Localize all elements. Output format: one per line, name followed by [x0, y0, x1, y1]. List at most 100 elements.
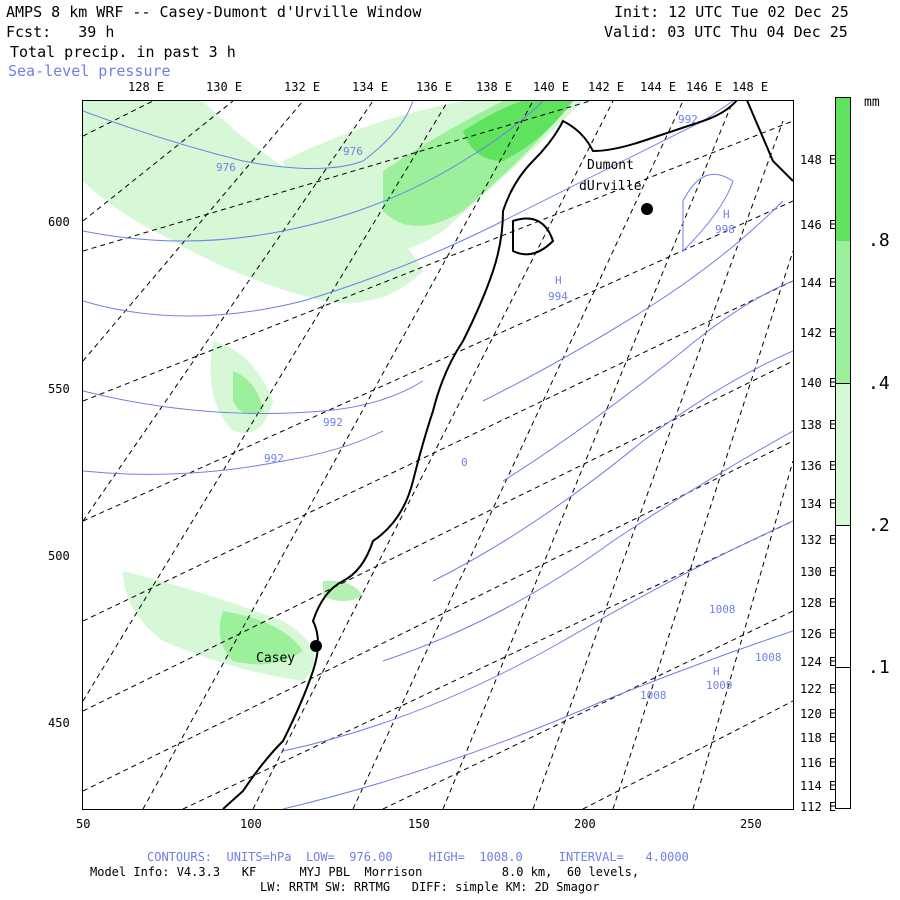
- contour-info: CONTOURS: UNITS=hPa LOW= 976.00 HIGH= 10…: [147, 850, 689, 864]
- left-tick-label: 600: [48, 215, 70, 229]
- right-lon-label: 136 E: [800, 459, 837, 473]
- forecast-hour: Fcst: 39 h: [6, 23, 115, 41]
- lon-line: [442, 101, 734, 809]
- colorbar-segment-heavy: [836, 98, 850, 241]
- isobar: [682, 173, 734, 253]
- casey-marker[interactable]: [310, 640, 322, 652]
- top-lon-label: 138 E: [476, 80, 513, 94]
- right-lon-label: 142 E: [800, 326, 837, 340]
- precip-area-light: [83, 101, 423, 303]
- right-lon-label: 144 E: [800, 276, 837, 290]
- isobar: [83, 101, 544, 242]
- lon-line: [83, 101, 374, 522]
- top-lon-label: 128 E: [128, 80, 165, 94]
- right-lon-label: 134 E: [800, 497, 837, 511]
- right-lon-label: 124 E: [800, 655, 837, 669]
- overlay-name: Sea-level pressure: [8, 62, 171, 80]
- colorbar: [835, 97, 851, 809]
- bottom-tick-label: 50: [76, 817, 91, 831]
- lat-line: [582, 700, 793, 809]
- isobar: [282, 630, 793, 809]
- contour-label: 994: [548, 290, 568, 303]
- contour-label: 976: [343, 145, 363, 158]
- coastline-island: [512, 217, 555, 256]
- contour-label: 1008: [709, 603, 736, 616]
- contour-label: 0: [461, 456, 468, 469]
- lat-line: [83, 280, 793, 622]
- right-lon-label: 116 E: [800, 756, 837, 770]
- lat-line: [182, 520, 793, 809]
- lon-line: [532, 120, 784, 809]
- top-lon-label: 132 E: [284, 80, 321, 94]
- top-lon-label: 136 E: [416, 80, 453, 94]
- isobar: [83, 380, 424, 414]
- right-lon-label: 148 E: [800, 153, 837, 167]
- high-marker: H: [713, 665, 720, 678]
- dumont-label-line1: Dumont: [587, 158, 634, 173]
- isobar: [83, 101, 414, 169]
- contour-label: 1008: [755, 651, 782, 664]
- contour-label: 1008: [640, 689, 667, 702]
- lat-line: [83, 440, 793, 792]
- top-lon-label: 148 E: [732, 80, 769, 94]
- plot-title: AMPS 8 km WRF -- Casey-Dumont d'Urville …: [6, 3, 422, 21]
- right-lon-label: 138 E: [800, 418, 837, 432]
- lat-line: [83, 360, 793, 712]
- lon-line: [83, 101, 449, 702]
- colorbar-label: .4: [868, 373, 890, 394]
- colorbar-segment-medium: [836, 241, 850, 383]
- colorbar-unit: mm: [864, 95, 880, 110]
- top-lon-label: 146 E: [686, 80, 723, 94]
- precip-area-heavy: [463, 101, 573, 161]
- precip-area-medium: [219, 611, 303, 665]
- lat-line: [382, 610, 793, 809]
- precip-area-medium: [233, 371, 263, 415]
- contour-label: 992: [678, 113, 698, 126]
- right-lon-label: 132 E: [800, 533, 837, 547]
- isobar: [482, 200, 784, 402]
- left-tick-label: 450: [48, 716, 70, 730]
- high-marker: H: [555, 274, 562, 287]
- right-lon-label: 114 E: [800, 779, 837, 793]
- colorbar-label: .2: [868, 515, 890, 536]
- slp-contours: [83, 101, 793, 809]
- right-lon-label: 112 E: [800, 800, 837, 814]
- left-tick-label: 500: [48, 549, 70, 563]
- contour-label: 992: [323, 416, 343, 429]
- lat-line: [83, 101, 592, 252]
- bottom-tick-label: 250: [740, 817, 762, 831]
- graticule: [83, 101, 793, 809]
- dumont-durville-marker[interactable]: [641, 203, 653, 215]
- lon-line: [352, 101, 684, 809]
- high-marker: H: [723, 208, 730, 221]
- isobar: [83, 430, 384, 475]
- top-lon-label: 134 E: [352, 80, 389, 94]
- lon-line: [252, 101, 614, 809]
- map-canvas: [83, 101, 793, 809]
- colorbar-segment-none: [836, 667, 850, 808]
- top-lon-label: 144 E: [640, 80, 677, 94]
- contour-label: 998: [715, 223, 735, 236]
- init-time: Init: 12 UTC Tue 02 Dec 25: [614, 3, 849, 21]
- bottom-tick-label: 100: [240, 817, 262, 831]
- lat-line: [83, 200, 793, 522]
- physics-info: LW: RRTM SW: RRTMG DIFF: simple KM: 2D S…: [260, 880, 600, 894]
- precip-area-light: [323, 580, 363, 601]
- contour-label: 976: [216, 161, 236, 174]
- colorbar-segment-lighter: [836, 525, 850, 667]
- top-lon-label: 140 E: [533, 80, 570, 94]
- colorbar-segment-light: [836, 383, 850, 525]
- right-lon-label: 122 E: [800, 682, 837, 696]
- map-plot-area: Dumont dUrville Casey 992 976 976 994 99…: [82, 100, 794, 810]
- valid-time: Valid: 03 UTC Thu 04 Dec 25: [604, 23, 848, 41]
- isobar: [282, 520, 793, 752]
- right-lon-label: 118 E: [800, 731, 837, 745]
- right-lon-label: 126 E: [800, 627, 837, 641]
- lon-line: [612, 250, 793, 809]
- bottom-tick-label: 200: [574, 817, 596, 831]
- contour-label: 992: [264, 452, 284, 465]
- bottom-tick-label: 150: [408, 817, 430, 831]
- right-lon-label: 128 E: [800, 596, 837, 610]
- field-name: Total precip. in past 3 h: [10, 43, 236, 61]
- right-lon-label: 146 E: [800, 218, 837, 232]
